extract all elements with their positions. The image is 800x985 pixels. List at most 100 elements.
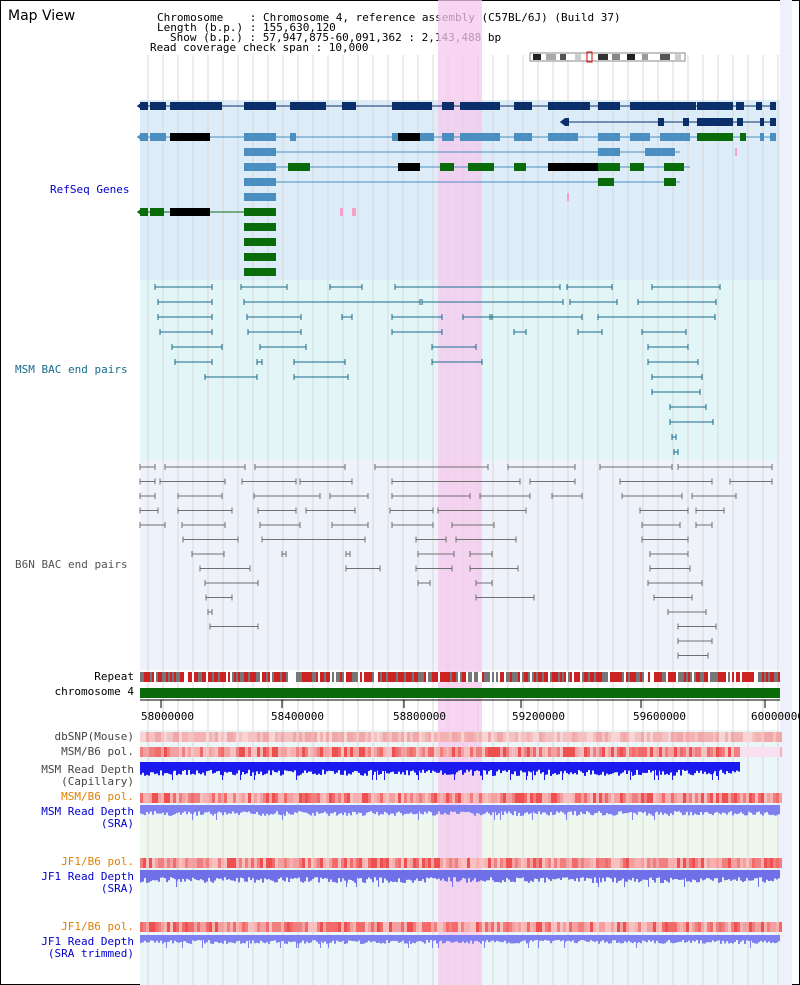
jf1-depth-sra-bar bbox=[462, 870, 464, 878]
jf1-b6-pol-sra-strip bbox=[440, 858, 443, 868]
repeat-block bbox=[318, 672, 320, 682]
msm-depth-cap-bar bbox=[142, 762, 144, 773]
jf1-depth-sra-bar bbox=[544, 870, 546, 883]
repeat-block bbox=[362, 672, 364, 682]
repeat-block bbox=[462, 672, 464, 682]
msm-b6-pol-sra-strip bbox=[320, 793, 323, 803]
jf1-depth-trim-bar bbox=[236, 935, 238, 942]
gene-exon bbox=[442, 102, 454, 110]
msm-depth-sra-bar bbox=[256, 805, 258, 812]
msm-b6-pol-cap-strip bbox=[716, 747, 719, 757]
jf1-depth-trim-bar bbox=[430, 935, 432, 941]
jf1-b6-pol-sra-strip bbox=[239, 858, 242, 868]
jf1-b6-pol-sra-strip bbox=[569, 858, 572, 868]
jf1-depth-trim-bar bbox=[414, 935, 416, 944]
msm-depth-sra-bar bbox=[608, 805, 610, 815]
dbsnp-strip bbox=[773, 732, 776, 742]
track-label-b6n-bac[interactable]: B6N BAC end pairs bbox=[15, 558, 128, 571]
jf1-depth-trim-bar bbox=[524, 935, 526, 941]
repeat-block bbox=[276, 672, 278, 682]
jf1-depth-sra-bar bbox=[272, 870, 274, 881]
repeat-block bbox=[622, 672, 624, 682]
msm-depth-cap-bar bbox=[226, 762, 228, 773]
msm-depth-sra-bar bbox=[760, 805, 762, 815]
msm-depth-cap-bar bbox=[494, 762, 496, 776]
jf1-b6-pol-trim-strip bbox=[494, 922, 497, 932]
jf1-depth-trim-bar bbox=[286, 935, 288, 944]
msm-b6-pol-sra-strip bbox=[314, 793, 317, 803]
jf1-depth-sra-bar bbox=[388, 870, 390, 883]
msm-depth-cap-bar bbox=[470, 762, 472, 770]
jf1-b6-pol-trim-strip bbox=[557, 922, 560, 932]
jf1-depth-sra-bar bbox=[716, 870, 718, 879]
msm-depth-sra-bar bbox=[420, 805, 422, 814]
jf1-b6-pol-trim-strip bbox=[500, 922, 503, 932]
msm-b6-pol-cap-strip bbox=[371, 747, 374, 757]
jf1-b6-pol-sra-strip bbox=[560, 858, 563, 868]
jf1-b6-pol-sra-strip bbox=[521, 858, 524, 868]
jf1-b6-pol-trim-strip bbox=[566, 922, 569, 932]
msm-depth-cap-bar bbox=[460, 762, 462, 771]
jf1-depth-sra-bar bbox=[668, 870, 670, 883]
jf1-depth-trim-bar bbox=[584, 935, 586, 941]
dbsnp-strip bbox=[653, 732, 656, 742]
repeat-block bbox=[606, 672, 608, 682]
repeat-block bbox=[620, 672, 622, 682]
msm-depth-cap-bar bbox=[618, 762, 620, 776]
dbsnp-strip bbox=[767, 732, 770, 742]
jf1-b6-pol-trim-strip bbox=[482, 922, 485, 932]
jf1-b6-pol-trim-strip bbox=[281, 922, 284, 932]
track-label-refseq[interactable]: RefSeq Genes bbox=[50, 183, 130, 196]
jf1-depth-trim-bar bbox=[702, 935, 704, 944]
jf1-b6-pol-trim-strip bbox=[368, 922, 371, 932]
msm-depth-cap-bar bbox=[568, 762, 570, 775]
msm-b6-pol-cap-strip bbox=[731, 747, 734, 757]
msm-b6-pol-cap-strip bbox=[407, 747, 410, 757]
jf1-depth-trim-bar bbox=[400, 935, 402, 943]
jf1-depth-trim-bar bbox=[532, 935, 534, 942]
jf1-depth-trim-bar bbox=[492, 935, 494, 941]
jf1-depth-sra-bar bbox=[236, 870, 238, 879]
track-label-msm-bac[interactable]: MSM BAC end pairs bbox=[15, 363, 128, 376]
jf1-depth-trim-bar bbox=[444, 935, 446, 943]
jf1-b6-pol-trim-strip bbox=[233, 922, 236, 932]
msm-b6-pol-cap-strip bbox=[296, 747, 299, 757]
jf1-depth-sra-bar bbox=[678, 870, 680, 880]
jf1-depth-sra-bar bbox=[456, 870, 458, 882]
jf1-depth-trim-bar bbox=[500, 935, 502, 943]
jf1-depth-trim-bar bbox=[558, 935, 560, 940]
msm-depth-cap-bar bbox=[578, 762, 580, 771]
dbsnp-strip bbox=[434, 732, 437, 742]
repeat-block bbox=[674, 672, 676, 682]
msm-b6-pol-cap-strip bbox=[398, 747, 401, 757]
track-label-jf1-depth-trim-1: JF1 Read Depth bbox=[41, 935, 134, 948]
jf1-depth-trim-bar bbox=[502, 935, 504, 943]
repeat-block bbox=[256, 672, 258, 682]
jf1-depth-sra-bar bbox=[730, 870, 732, 881]
repeat-block bbox=[374, 672, 376, 682]
gene-exon bbox=[760, 133, 764, 141]
gene-exon bbox=[598, 133, 620, 141]
msm-depth-sra-bar bbox=[398, 805, 400, 812]
jf1-depth-sra-bar bbox=[518, 870, 520, 879]
dbsnp-strip bbox=[251, 732, 254, 742]
msm-depth-sra-bar bbox=[140, 805, 142, 814]
repeat-block bbox=[464, 672, 466, 682]
msm-depth-cap-bar bbox=[424, 762, 426, 773]
jf1-depth-trim-bar bbox=[758, 935, 760, 943]
jf1-b6-pol-sra-strip bbox=[401, 858, 404, 868]
dbsnp-strip bbox=[650, 732, 653, 742]
msm-depth-cap-bar bbox=[400, 762, 402, 775]
msm-depth-cap-bar bbox=[554, 762, 556, 774]
msm-depth-sra-bar bbox=[694, 805, 696, 814]
msm-b6-pol-cap-strip bbox=[626, 747, 629, 757]
msm-depth-sra-bar bbox=[202, 805, 204, 815]
msm-depth-cap-bar bbox=[262, 762, 264, 776]
repeat-block bbox=[296, 672, 298, 682]
gene-exon bbox=[630, 163, 644, 171]
jf1-b6-pol-sra-strip bbox=[452, 858, 455, 868]
jf1-b6-pol-trim-strip bbox=[326, 922, 329, 932]
repeat-block bbox=[514, 672, 516, 682]
msm-b6-pol-sra-strip bbox=[434, 793, 437, 803]
